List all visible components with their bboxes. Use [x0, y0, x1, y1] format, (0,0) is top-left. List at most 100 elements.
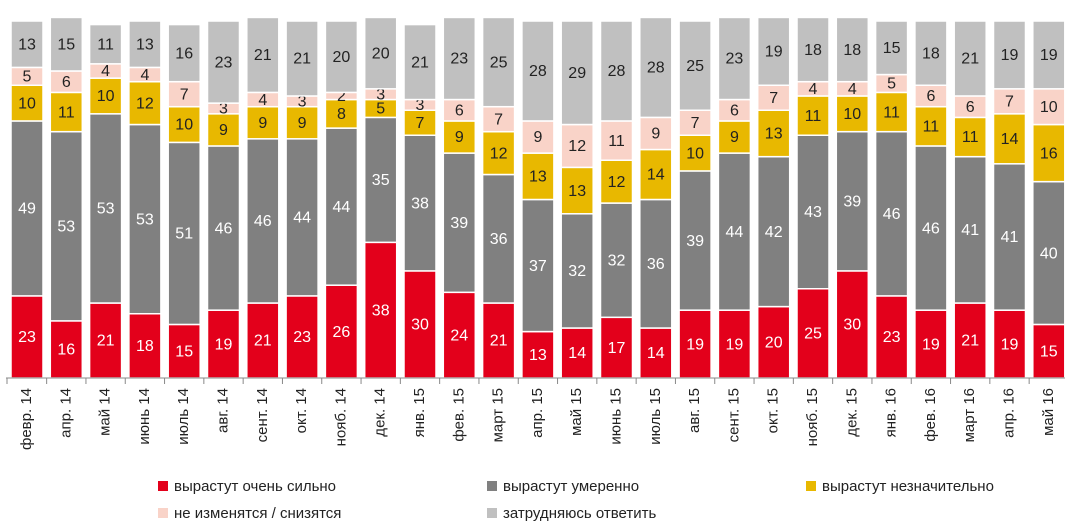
value-label: 15: [1040, 343, 1058, 360]
value-label: 16: [57, 342, 75, 359]
bar-segment: [756, 84, 791, 112]
value-label: 13: [136, 36, 154, 53]
bar-segment: [599, 202, 634, 319]
value-label: 43: [804, 204, 822, 221]
bar-segment: [639, 148, 673, 201]
value-label: 49: [18, 201, 36, 218]
value-label: 18: [804, 42, 822, 59]
value-label: 46: [922, 220, 940, 237]
bar-segment: [128, 80, 162, 126]
value-label: 36: [647, 256, 665, 273]
bar-segment: [835, 270, 870, 379]
value-label: 11: [805, 108, 822, 125]
value-label: 15: [175, 343, 193, 360]
value-label: 7: [769, 90, 778, 107]
value-label: 16: [1040, 145, 1058, 162]
value-label: 28: [529, 63, 547, 80]
x-tick-label: апр. 15: [529, 388, 546, 438]
bar-segment: [560, 327, 594, 379]
value-label: 53: [97, 201, 115, 218]
value-label: 7: [1005, 94, 1014, 111]
bar-segment: [560, 20, 594, 126]
value-label: 10: [18, 95, 36, 112]
value-label: 20: [333, 49, 351, 66]
value-label: 35: [372, 172, 390, 189]
value-label: 3: [298, 94, 307, 111]
bar-segment: [206, 145, 241, 311]
bar-segment: [639, 16, 673, 119]
value-label: 44: [333, 199, 351, 216]
value-label: 32: [568, 263, 586, 280]
value-label: 41: [961, 222, 979, 239]
bar-segment: [363, 116, 398, 244]
bar-segment: [246, 138, 280, 304]
bar-segment: [599, 20, 634, 122]
x-tick-label: июнь 14: [136, 388, 153, 445]
value-label: 11: [97, 36, 114, 53]
bar-segment: [756, 305, 791, 379]
bar-segment: [10, 295, 44, 379]
bar-segment: [481, 302, 516, 379]
value-label: 11: [962, 129, 979, 146]
bar-segment: [756, 16, 791, 87]
value-label: 37: [529, 258, 547, 275]
bar-segment: [442, 152, 477, 294]
value-label: 21: [293, 51, 311, 68]
bar-segment: [678, 109, 712, 136]
value-label: 9: [730, 129, 739, 146]
value-label: 23: [215, 54, 233, 71]
value-label: 20: [372, 45, 390, 62]
bar-segment: [88, 113, 123, 304]
value-label: 38: [372, 302, 390, 319]
value-label: 23: [883, 329, 901, 346]
legend-label: вырастут умеренно: [503, 478, 639, 495]
value-label: 15: [883, 40, 901, 57]
value-label: 5: [376, 101, 385, 118]
value-label: 13: [568, 183, 586, 200]
legend-label: затрудняюсь ответить: [503, 505, 656, 522]
value-label: 5: [887, 76, 896, 93]
bar-segment: [599, 120, 634, 161]
bar-segment: [560, 123, 594, 169]
value-label: 6: [455, 102, 464, 119]
value-label: 28: [608, 63, 626, 80]
value-label: 6: [966, 99, 975, 116]
value-label: 6: [62, 74, 71, 91]
value-label: 40: [1040, 245, 1058, 262]
bar-segment: [88, 23, 123, 65]
bar-segment: [49, 130, 84, 322]
value-label: 26: [333, 324, 351, 341]
value-label: 9: [258, 115, 267, 132]
bar-segment: [285, 20, 319, 97]
value-label: 20: [765, 335, 783, 352]
bar-segment: [914, 20, 948, 87]
x-tick-label: фев. 16: [922, 388, 939, 442]
bar-segment: [324, 20, 359, 94]
bar-segment: [49, 320, 84, 379]
value-label: 21: [961, 333, 979, 350]
value-label: 21: [97, 333, 115, 350]
value-label: 25: [804, 326, 822, 343]
value-label: 19: [922, 336, 940, 353]
legend-label: вырастут очень сильно: [174, 478, 336, 495]
x-tick-label: дек. 14: [372, 388, 389, 437]
value-label: 16: [175, 45, 193, 62]
value-label: 39: [686, 233, 704, 250]
value-label: 2: [337, 88, 346, 105]
value-label: 12: [568, 138, 586, 155]
bar-segment: [403, 134, 437, 272]
value-label: 13: [529, 169, 547, 186]
value-label: 19: [1001, 336, 1019, 353]
bar-segment: [521, 20, 555, 122]
value-label: 7: [416, 115, 425, 132]
bar-segment: [678, 20, 712, 111]
value-label: 8: [337, 106, 346, 123]
value-label: 10: [686, 145, 704, 162]
value-label: 3: [219, 101, 228, 118]
bar-segment: [285, 138, 319, 297]
x-tick-label: июнь 15: [607, 388, 624, 445]
value-label: 12: [490, 145, 508, 162]
value-label: 21: [254, 333, 272, 350]
bar-segment: [717, 152, 752, 311]
bar-segment: [992, 113, 1027, 165]
